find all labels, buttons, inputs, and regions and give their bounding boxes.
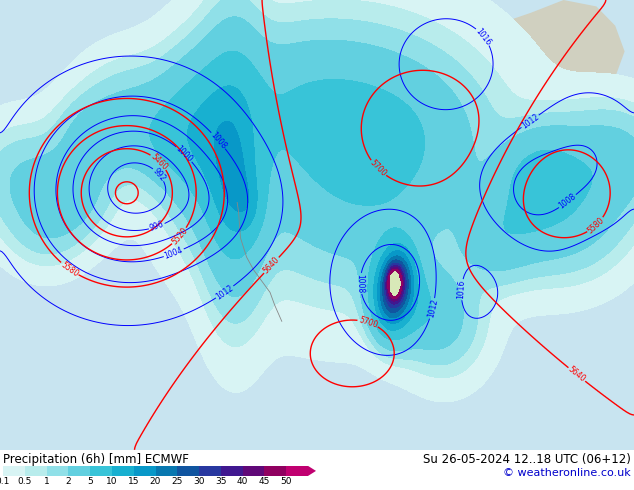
Text: 40: 40 — [237, 477, 249, 487]
Text: 45: 45 — [259, 477, 270, 487]
Bar — [46, 466, 68, 476]
Text: 1000: 1000 — [174, 144, 195, 164]
Text: 2: 2 — [65, 477, 71, 487]
Text: 1016: 1016 — [456, 280, 467, 299]
Bar — [155, 466, 178, 476]
Bar — [199, 466, 221, 476]
Text: 1016: 1016 — [474, 26, 493, 47]
Text: 5580: 5580 — [59, 260, 80, 278]
Text: 10: 10 — [106, 477, 118, 487]
Text: 1008: 1008 — [356, 274, 365, 293]
Text: 1012: 1012 — [214, 283, 235, 301]
Text: 1008: 1008 — [557, 192, 578, 211]
Bar — [112, 466, 134, 476]
Polygon shape — [484, 0, 624, 116]
Bar — [243, 466, 264, 476]
Text: 5520: 5520 — [170, 226, 190, 246]
Text: 996: 996 — [148, 220, 165, 233]
Text: © weatheronline.co.uk: © weatheronline.co.uk — [503, 468, 631, 478]
Text: 992: 992 — [151, 166, 167, 183]
Bar — [3, 466, 25, 476]
Text: 30: 30 — [193, 477, 205, 487]
Text: Su 26-05-2024 12..18 UTC (06+12): Su 26-05-2024 12..18 UTC (06+12) — [423, 453, 631, 466]
Bar — [90, 466, 112, 476]
Text: 5700: 5700 — [368, 158, 388, 178]
Text: 0.5: 0.5 — [18, 477, 32, 487]
Text: 50: 50 — [280, 477, 292, 487]
Text: 0.1: 0.1 — [0, 477, 10, 487]
Text: 1: 1 — [44, 477, 49, 487]
Polygon shape — [33, 51, 578, 353]
Bar — [25, 466, 46, 476]
Text: 15: 15 — [128, 477, 139, 487]
Bar — [221, 466, 243, 476]
Text: 5640: 5640 — [261, 255, 281, 275]
Text: 5640: 5640 — [566, 365, 587, 384]
Text: 25: 25 — [172, 477, 183, 487]
Text: 20: 20 — [150, 477, 161, 487]
Bar — [68, 466, 90, 476]
Text: 5580: 5580 — [586, 216, 606, 235]
Bar — [264, 466, 286, 476]
Text: 1008: 1008 — [209, 130, 228, 151]
Text: 5460: 5460 — [149, 151, 169, 172]
Text: 5: 5 — [87, 477, 93, 487]
Polygon shape — [308, 466, 316, 476]
Text: 1012: 1012 — [520, 112, 541, 130]
Text: 1012: 1012 — [426, 298, 439, 319]
Text: 5700: 5700 — [358, 315, 378, 330]
Bar — [178, 466, 199, 476]
Text: Precipitation (6h) [mm] ECMWF: Precipitation (6h) [mm] ECMWF — [3, 453, 189, 466]
Text: 35: 35 — [215, 477, 226, 487]
Text: 1004: 1004 — [163, 245, 184, 261]
Bar — [134, 466, 155, 476]
Bar — [286, 466, 308, 476]
